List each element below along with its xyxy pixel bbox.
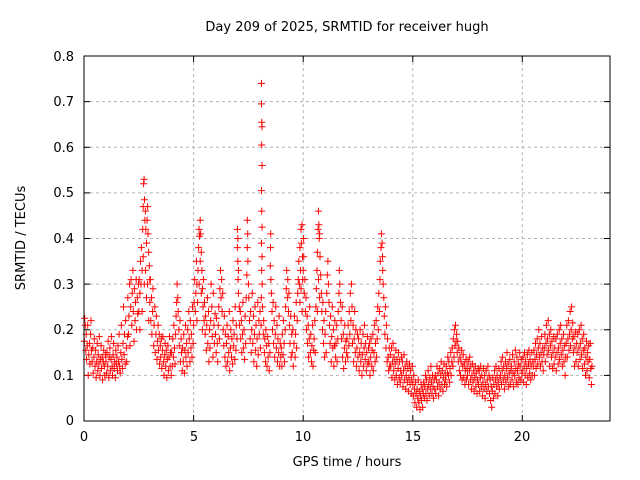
chart-title: Day 209 of 2025, SRMTID for receiver hug… (205, 20, 488, 35)
y-axis-label: SRMTID / TECUs (14, 186, 29, 291)
y-tick-label: 0.6 (53, 141, 74, 156)
data-points (80, 79, 596, 414)
y-tick-label: 0.4 (53, 232, 74, 247)
y-tick-label: 0 (66, 414, 74, 429)
y-tick-label: 0.7 (53, 95, 74, 110)
y-tick-labels: 0 0.1 0.2 0.3 0.4 0.5 0.6 0.7 0.8 (53, 50, 74, 429)
plot-border (83, 55, 611, 422)
y-tick-label: 0.5 (53, 186, 74, 201)
y-tick-label: 0.3 (53, 278, 74, 293)
x-tick-label: 5 (190, 430, 198, 445)
y-tick-label: 0.2 (53, 323, 74, 338)
x-tick-label: 10 (295, 430, 312, 445)
y-tick-label: 0.8 (53, 50, 74, 65)
y-tick-label: 0.1 (53, 369, 74, 384)
x-tick-label: 20 (514, 430, 531, 445)
x-tick-labels: 0 5 10 15 20 (80, 430, 530, 445)
x-tick-label: 15 (405, 430, 422, 445)
x-axis-label: GPS time / hours (293, 455, 402, 470)
x-tick-label: 0 (80, 430, 88, 445)
